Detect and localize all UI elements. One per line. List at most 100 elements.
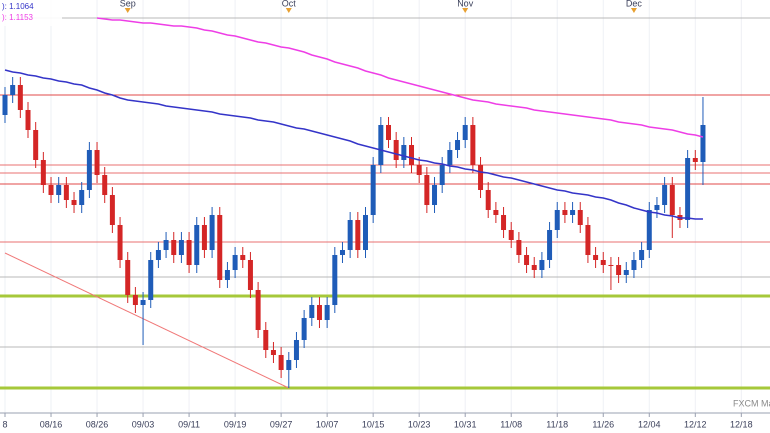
candle-body xyxy=(547,230,553,260)
candle-body xyxy=(539,260,545,270)
candle-body xyxy=(79,190,85,205)
moving-average xyxy=(4,69,703,220)
candle-body xyxy=(17,85,23,110)
candle-body xyxy=(102,175,108,195)
candle-body xyxy=(25,110,31,130)
candle-body xyxy=(370,165,376,215)
candle-body xyxy=(278,355,284,370)
candle-body xyxy=(255,290,261,330)
candle-body xyxy=(531,265,537,270)
candle-body xyxy=(600,260,606,265)
x-tick-label: 10/07 xyxy=(316,419,339,429)
candle-body xyxy=(501,215,507,230)
candle-body xyxy=(654,205,660,210)
candle-body xyxy=(362,215,368,250)
candle-body xyxy=(132,295,138,305)
moving-average xyxy=(96,17,704,138)
candle-body xyxy=(71,200,77,205)
month-marker xyxy=(462,8,469,13)
x-tick-label: 12/18 xyxy=(730,419,753,429)
candle-body xyxy=(562,210,568,215)
month-marker xyxy=(285,8,292,13)
x-tick-label: 11/18 xyxy=(546,419,568,429)
legend-box xyxy=(0,0,62,26)
candle-body xyxy=(171,240,177,255)
x-tick-label: 09/03 xyxy=(132,419,155,429)
candle-body xyxy=(554,210,560,230)
x-tick-label: 08/16 xyxy=(40,419,63,429)
candles xyxy=(2,77,706,388)
candle-body xyxy=(148,260,154,300)
candle-body xyxy=(616,265,622,275)
month-marker xyxy=(630,8,637,13)
candle-body xyxy=(416,165,422,175)
candle-body xyxy=(316,305,322,320)
x-tick-label: 11/08 xyxy=(500,419,522,429)
candle-body xyxy=(355,220,361,250)
candle-body xyxy=(86,150,92,190)
candle-body xyxy=(178,240,184,255)
candle-body xyxy=(669,185,675,215)
trendline xyxy=(4,252,290,389)
candle-body xyxy=(593,255,599,260)
candle-body xyxy=(646,210,652,250)
month-label: Nov xyxy=(457,0,474,8)
candle-body xyxy=(263,330,269,350)
candle-body xyxy=(432,185,438,205)
candle-body xyxy=(56,185,62,195)
candle-body xyxy=(692,158,698,162)
candle-body xyxy=(524,255,530,265)
candle-body xyxy=(516,240,522,255)
candle-body xyxy=(662,185,668,205)
legend: ): 1.1064 ): 1.1153 xyxy=(0,0,62,26)
candle-body xyxy=(508,230,514,240)
legend-entry: ): 1.1064 xyxy=(2,2,34,11)
candle-body xyxy=(462,125,468,140)
candle-body xyxy=(378,125,384,165)
candle-body xyxy=(301,318,307,340)
candle-body xyxy=(470,125,476,165)
x-tick-label: 10/15 xyxy=(362,419,385,429)
candle-body xyxy=(478,165,484,190)
candle-body xyxy=(209,215,215,250)
month-label: Oct xyxy=(282,0,297,8)
candle-body xyxy=(608,265,614,266)
candle-body xyxy=(94,150,100,175)
candle-body xyxy=(639,250,645,260)
overlays xyxy=(4,17,704,220)
candle-body xyxy=(286,360,292,370)
candle-body xyxy=(140,300,146,305)
candle-body xyxy=(240,255,246,260)
candle-body xyxy=(409,145,415,165)
month-markers: Sep Oct Nov Dec xyxy=(120,0,643,13)
candle-body xyxy=(493,210,499,215)
x-tick-label: 10/23 xyxy=(408,419,431,429)
candle-body xyxy=(224,270,230,280)
month-label: Sep xyxy=(120,0,136,8)
x-tick-label: 09/11 xyxy=(178,419,200,429)
candle-body xyxy=(570,210,576,215)
candle-body xyxy=(63,185,69,200)
candle-body xyxy=(424,175,430,205)
x-tick-label: 08/26 xyxy=(86,419,109,429)
grid: 8 08/16 08/26 09/03 09/11 09/19 09/27 10/07 10/1… xyxy=(2,0,753,429)
candle-body xyxy=(439,165,445,185)
candle-body xyxy=(247,260,253,290)
candle-body xyxy=(10,85,16,95)
candle-body xyxy=(163,240,169,250)
month-label: Dec xyxy=(626,0,643,8)
candle-body xyxy=(2,95,8,115)
x-tick-label: 10/31 xyxy=(454,419,477,429)
candle-body xyxy=(48,185,54,195)
candle-body xyxy=(577,210,583,225)
x-tick-label: 09/19 xyxy=(224,419,247,429)
candle-body xyxy=(485,190,491,210)
legend-entry: ): 1.1153 xyxy=(2,13,34,22)
candle-body xyxy=(585,225,591,255)
candle-body xyxy=(186,240,192,265)
candle-body xyxy=(109,195,115,225)
candle-body xyxy=(700,125,706,162)
candle-body xyxy=(324,305,330,320)
